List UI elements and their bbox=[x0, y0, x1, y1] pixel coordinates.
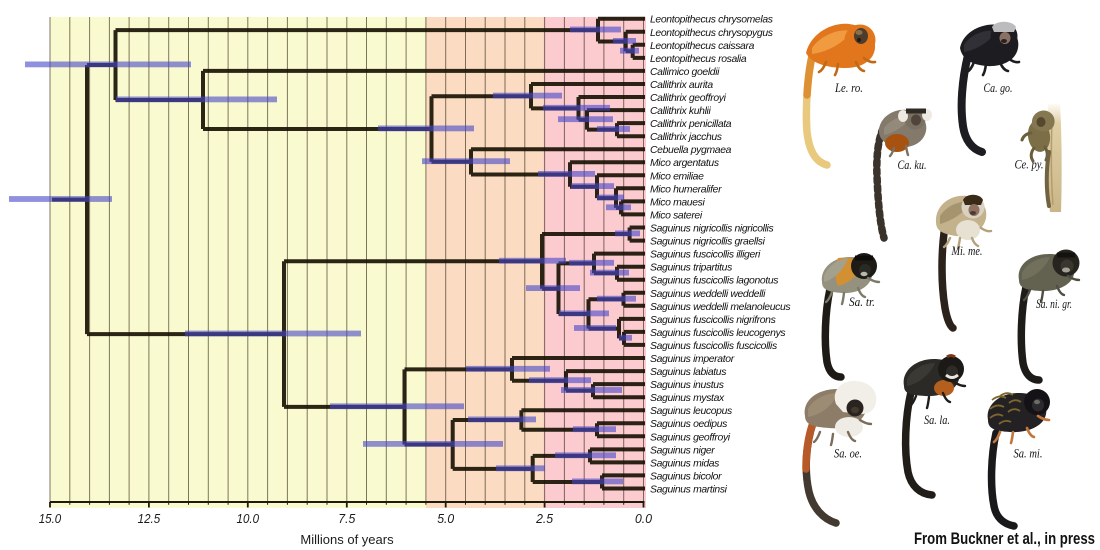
svg-text:Callithrix jacchus: Callithrix jacchus bbox=[650, 132, 722, 143]
svg-text:Saguinus nigricollis nigricoll: Saguinus nigricollis nigricollis bbox=[650, 224, 774, 235]
svg-text:Callithrix penicillata: Callithrix penicillata bbox=[650, 119, 732, 130]
svg-text:2.5: 2.5 bbox=[535, 511, 554, 526]
svg-text:Saguinus niger: Saguinus niger bbox=[650, 445, 715, 456]
svg-text:Sa. mi.: Sa. mi. bbox=[1014, 446, 1043, 461]
svg-text:Saguinus geoffroyi: Saguinus geoffroyi bbox=[650, 432, 731, 443]
svg-text:Callimico goeldii: Callimico goeldii bbox=[650, 67, 720, 78]
svg-text:Saguinus fuscicollis leucogeny: Saguinus fuscicollis leucogenys bbox=[650, 328, 785, 339]
svg-text:Saguinus tripartitus: Saguinus tripartitus bbox=[650, 263, 732, 274]
svg-text:Leontopithecus chrysomelas: Leontopithecus chrysomelas bbox=[650, 15, 773, 26]
svg-text:Cebuella pygmaea: Cebuella pygmaea bbox=[650, 145, 732, 156]
svg-text:Le. ro.: Le. ro. bbox=[834, 80, 863, 95]
svg-text:Leontopithecus chrysopygus: Leontopithecus chrysopygus bbox=[650, 28, 773, 39]
svg-text:Sa. ni. gr.: Sa. ni. gr. bbox=[1036, 296, 1072, 311]
svg-text:10.0: 10.0 bbox=[237, 511, 260, 526]
svg-text:Ca. go.: Ca. go. bbox=[984, 80, 1013, 95]
svg-text:Saguinus martinsi: Saguinus martinsi bbox=[650, 485, 728, 496]
svg-text:Callithrix geoffroyi: Callithrix geoffroyi bbox=[650, 93, 727, 104]
svg-text:5.0: 5.0 bbox=[437, 511, 455, 526]
svg-text:Mico humeralifer: Mico humeralifer bbox=[650, 184, 722, 195]
svg-text:Saguinus labiatus: Saguinus labiatus bbox=[650, 367, 726, 378]
svg-text:Saguinus inustus: Saguinus inustus bbox=[650, 380, 724, 391]
svg-text:Callithrix kuhlii: Callithrix kuhlii bbox=[650, 106, 711, 117]
svg-text:Saguinus weddelli melanoleucus: Saguinus weddelli melanoleucus bbox=[650, 302, 790, 313]
svg-text:15.0: 15.0 bbox=[39, 511, 62, 526]
svg-text:Saguinus fuscicollis lagonotus: Saguinus fuscicollis lagonotus bbox=[650, 276, 778, 287]
svg-text:Mico argentatus: Mico argentatus bbox=[650, 158, 719, 169]
svg-text:Leontopithecus rosalia: Leontopithecus rosalia bbox=[650, 54, 747, 65]
svg-text:Saguinus weddelli weddelli: Saguinus weddelli weddelli bbox=[650, 289, 766, 300]
svg-text:Leontopithecus caissara: Leontopithecus caissara bbox=[650, 41, 755, 52]
svg-text:12.5: 12.5 bbox=[138, 511, 161, 526]
svg-text:Saguinus midas: Saguinus midas bbox=[650, 458, 719, 469]
svg-text:7.5: 7.5 bbox=[338, 511, 356, 526]
svg-text:Sa. oe.: Sa. oe. bbox=[834, 446, 862, 461]
svg-text:Saguinus nigricollis graellsi: Saguinus nigricollis graellsi bbox=[650, 237, 766, 248]
svg-text:Saguinus fuscicollis illigeri: Saguinus fuscicollis illigeri bbox=[650, 250, 761, 261]
svg-text:Saguinus fuscicollis nigrifron: Saguinus fuscicollis nigrifrons bbox=[650, 315, 776, 326]
svg-text:Saguinus mystax: Saguinus mystax bbox=[650, 393, 725, 404]
svg-text:Sa. tr.: Sa. tr. bbox=[849, 294, 875, 309]
svg-text:Saguinus imperator: Saguinus imperator bbox=[650, 354, 735, 365]
svg-text:Saguinus oedipus: Saguinus oedipus bbox=[650, 419, 727, 430]
svg-text:Mi. me.: Mi. me. bbox=[951, 243, 983, 258]
svg-text:Saguinus leucopus: Saguinus leucopus bbox=[650, 406, 732, 417]
svg-text:Millions of years: Millions of years bbox=[300, 532, 394, 547]
svg-text:Sa. la.: Sa. la. bbox=[924, 412, 950, 427]
svg-text:Saguinus bicolor: Saguinus bicolor bbox=[650, 471, 722, 482]
svg-text:From Buckner et al., in press: From Buckner et al., in press bbox=[914, 530, 1095, 548]
svg-text:0.0: 0.0 bbox=[635, 511, 653, 526]
svg-text:Saguinus fuscicollis fuscicoll: Saguinus fuscicollis fuscicollis bbox=[650, 341, 777, 352]
svg-text:Ce. py.: Ce. py. bbox=[1015, 157, 1044, 172]
svg-text:Mico saterei: Mico saterei bbox=[650, 210, 703, 221]
svg-text:Mico mauesi: Mico mauesi bbox=[650, 197, 706, 208]
svg-text:Mico emiliae: Mico emiliae bbox=[650, 171, 704, 182]
svg-text:Ca. ku.: Ca. ku. bbox=[898, 157, 927, 172]
svg-text:Callithrix aurita: Callithrix aurita bbox=[650, 80, 713, 91]
